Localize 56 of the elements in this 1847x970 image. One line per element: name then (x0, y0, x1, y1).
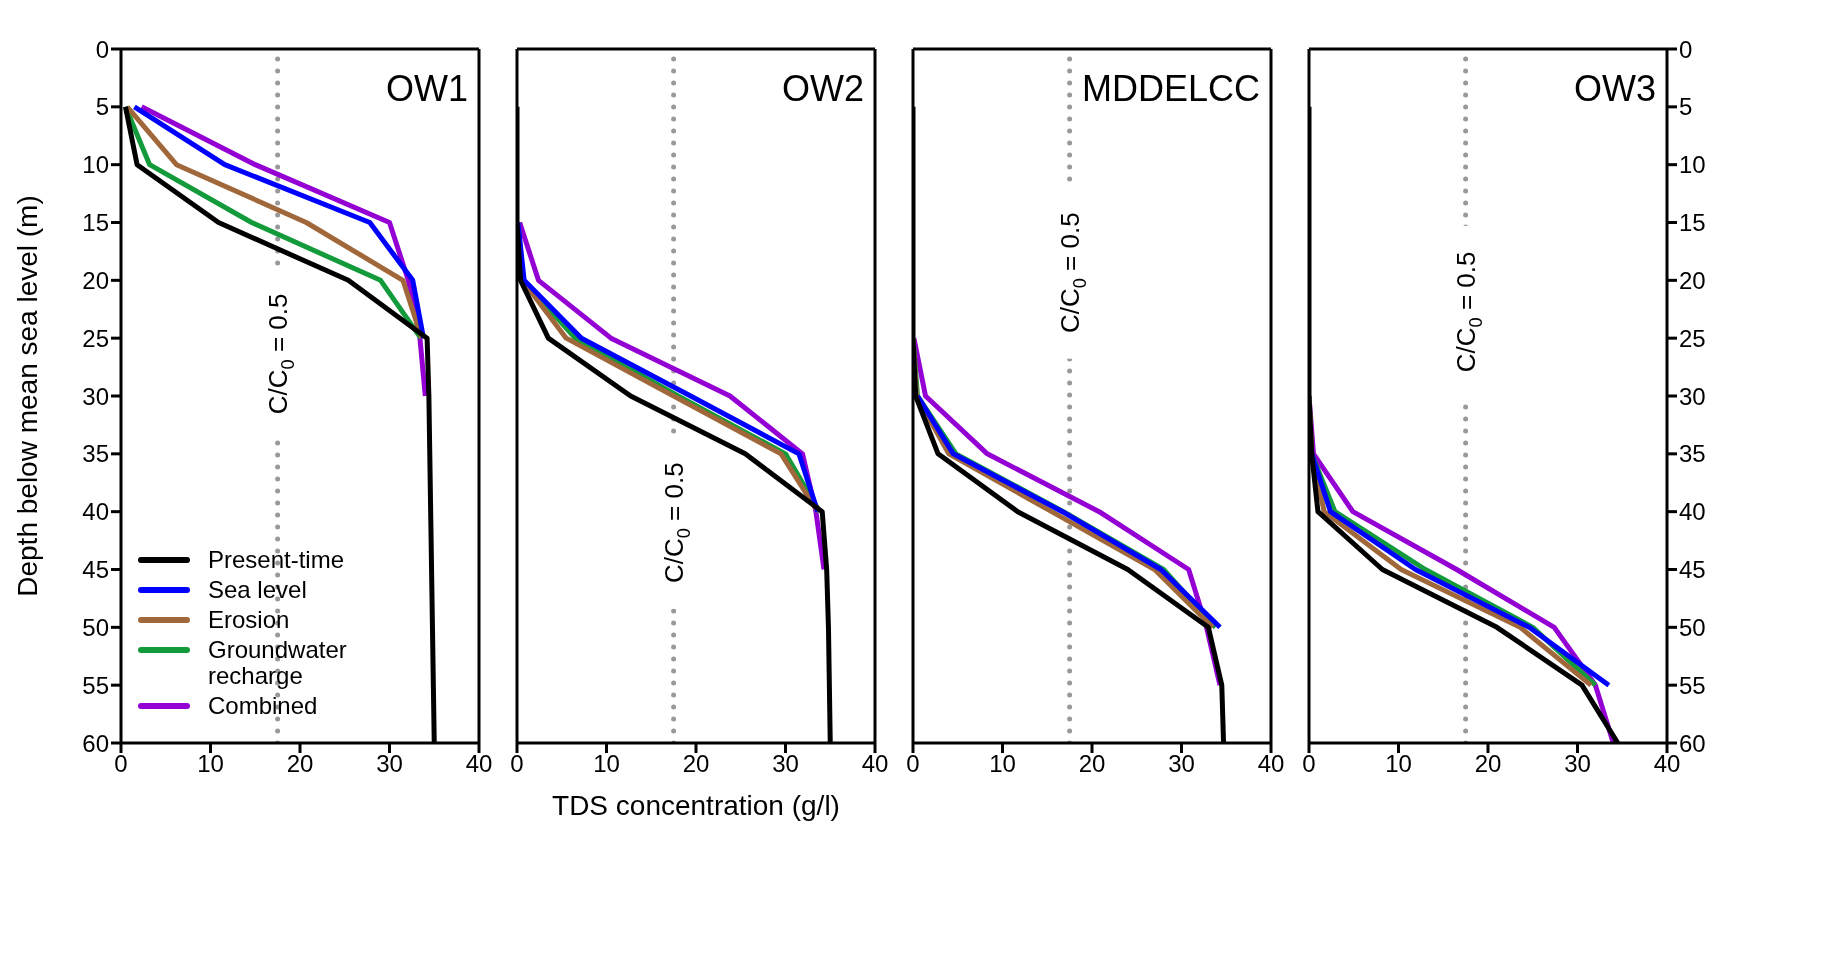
text: OW3 (1573, 68, 1656, 110)
y-tick-label: 35 (1679, 440, 1706, 468)
text: MDDELCC (1081, 68, 1260, 110)
y-tick-label: 30 (82, 382, 109, 410)
x-tick-label: 0 (114, 750, 128, 778)
y-tick-label: 20 (82, 266, 109, 294)
x-tick-label: 30 (1564, 750, 1591, 778)
y-tick-label: 5 (95, 93, 109, 121)
x-tick-label: 20 (1474, 750, 1502, 778)
y-tick-label: 25 (82, 324, 109, 352)
x-axis-title: TDS concentration (g/l) (551, 790, 841, 822)
x-tick-label: 10 (197, 750, 224, 778)
x-tick-label: 30 (376, 750, 403, 778)
text: OW1 (385, 68, 468, 110)
y-tick-label: 50 (1679, 613, 1706, 641)
x-tick-label: 10 (1385, 750, 1412, 778)
text: OW2 (781, 68, 864, 110)
x-tick-label: 40 (465, 750, 493, 778)
x-tick-label: 10 (593, 750, 620, 778)
y-tick-label: 0 (1679, 35, 1693, 63)
x-tick-label: 0 (906, 750, 920, 778)
y-tick-label: 45 (82, 556, 109, 584)
y-tick-label: 40 (82, 498, 109, 526)
y-tick-label: 60 (1679, 729, 1706, 757)
y-tick-label: 60 (82, 729, 109, 757)
legend-label: Sea level (208, 576, 307, 603)
x-tick-label: 20 (286, 750, 314, 778)
y-tick-label: 45 (1679, 556, 1706, 584)
x-tick-label: 20 (1078, 750, 1106, 778)
y-tick-label: 5 (1679, 93, 1693, 121)
y-tick-label: 20 (1679, 266, 1706, 294)
y-tick-label: 50 (82, 613, 109, 641)
legend-label: Present-time (208, 546, 345, 573)
y-tick-label: 55 (82, 671, 109, 699)
x-tick-label: 40 (1257, 750, 1285, 778)
x-tick-label: 30 (772, 750, 799, 778)
y-tick-label: 10 (82, 151, 109, 179)
y-axis-title: Depth below mean sea level (m) (12, 194, 44, 597)
x-tick-label: 30 (1168, 750, 1195, 778)
x-tick-label: 20 (682, 750, 710, 778)
y-tick-label: 25 (1679, 324, 1706, 352)
y-tick-label: 10 (1679, 151, 1706, 179)
y-tick-label: 40 (1679, 498, 1706, 526)
x-tick-label: 0 (510, 750, 524, 778)
legend-label: Combined (208, 692, 318, 719)
legend-label: Erosion (208, 606, 290, 633)
y-tick-label: 15 (1679, 209, 1706, 237)
legend-label: Groundwater recharge (208, 636, 348, 689)
x-tick-label: 0 (1302, 750, 1316, 778)
y-tick-label: 15 (82, 209, 109, 237)
x-tick-label: 40 (861, 750, 889, 778)
y-tick-label: 55 (1679, 671, 1706, 699)
y-tick-label: 35 (82, 440, 109, 468)
y-tick-label: 30 (1679, 382, 1706, 410)
x-tick-label: 10 (989, 750, 1016, 778)
y-tick-label: 0 (95, 35, 109, 63)
